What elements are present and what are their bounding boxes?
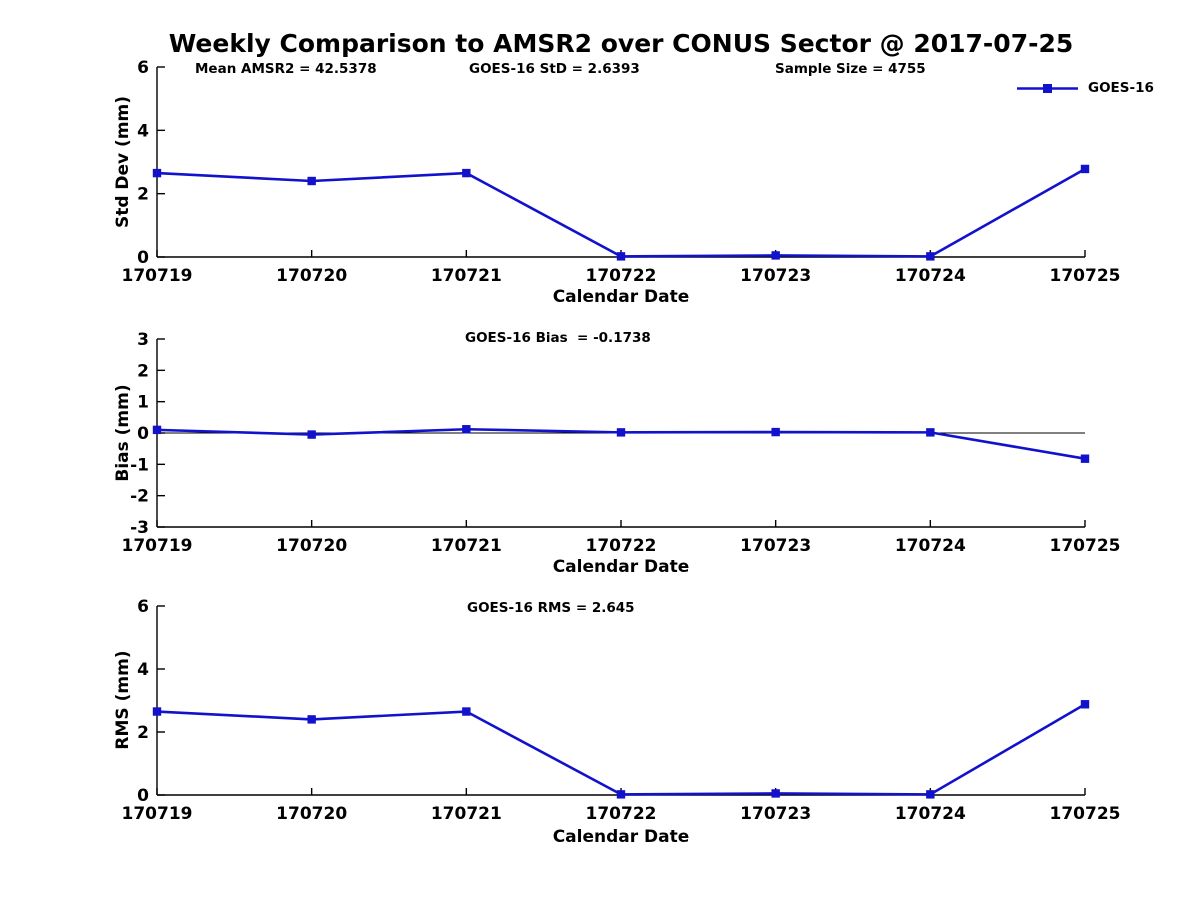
- annotation-goes16-rms: GOES-16 RMS = 2.645: [467, 600, 635, 616]
- x-tick-label: 170719: [122, 266, 193, 286]
- data-point-marker: [462, 707, 471, 716]
- data-point-marker: [1080, 454, 1090, 463]
- y-tick-label: 4: [137, 660, 149, 680]
- y-tick-label: 1: [137, 393, 149, 413]
- y-axis-title-std-dev: Std Dev (mm): [113, 95, 133, 229]
- x-axis-title-1: Calendar Date: [552, 287, 690, 307]
- y-tick-label: 0: [137, 786, 149, 806]
- x-axis-title-3: Calendar Date: [552, 827, 690, 847]
- data-point-marker: [1080, 700, 1090, 709]
- y-axis-title-rms: RMS (mm): [113, 650, 133, 750]
- data-point-marker: [926, 252, 935, 261]
- x-tick-label: 170725: [1050, 804, 1121, 824]
- data-point-marker: [616, 428, 626, 437]
- x-tick-label: 170720: [276, 804, 347, 824]
- data-point-marker: [462, 425, 471, 434]
- x-tick-label: 170724: [895, 536, 966, 556]
- x-tick-label: 170721: [431, 804, 502, 824]
- x-tick-label: 170724: [895, 266, 966, 286]
- annotation-sample-size: Sample Size = 4755: [775, 61, 926, 77]
- data-point-marker: [307, 715, 316, 724]
- legend: GOES-16: [1016, 80, 1154, 96]
- data-point-marker: [771, 251, 780, 260]
- x-tick-label: 170722: [586, 266, 657, 286]
- legend-line-icon: [1017, 84, 1078, 93]
- x-tick-label: 170720: [276, 536, 347, 556]
- y-tick-label: 6: [137, 58, 149, 78]
- y-tick-label: 6: [137, 597, 149, 617]
- y-tick-label: 2: [137, 185, 149, 205]
- data-point-marker: [307, 176, 316, 186]
- series-line-goes16: [156, 167, 1086, 258]
- annotation-goes16-bias: GOES-16 Bias = -0.1738: [465, 330, 651, 346]
- y-tick-label: 2: [137, 723, 149, 743]
- x-tick-label: 170719: [122, 804, 193, 824]
- data-point-marker: [771, 789, 780, 798]
- y-tick-label: 3: [137, 330, 149, 350]
- y-tick-label: 2: [137, 361, 149, 381]
- y-tick-label: 0: [137, 424, 149, 444]
- x-tick-label: 170725: [1050, 266, 1121, 286]
- y-axis-title-bias: Bias (mm): [113, 384, 133, 482]
- x-tick-label: 170723: [740, 266, 811, 286]
- x-tick-label: 170723: [740, 536, 811, 556]
- y-tick-label: 4: [137, 121, 149, 141]
- data-point-marker: [616, 252, 626, 261]
- x-tick-label: 170722: [586, 536, 657, 556]
- data-point-marker: [616, 790, 626, 799]
- data-point-marker: [152, 707, 162, 716]
- data-point-marker: [307, 430, 316, 439]
- data-point-marker: [152, 425, 162, 435]
- x-tick-label: 170720: [276, 266, 347, 286]
- x-tick-label: 170725: [1050, 536, 1121, 556]
- x-axis-title-2: Calendar Date: [552, 557, 690, 577]
- y-tick-label: -2: [130, 487, 149, 507]
- data-point-marker: [152, 168, 162, 178]
- annotation-mean-amsr2: Mean AMSR2 = 42.5378: [195, 61, 377, 77]
- x-tick-label: 170719: [122, 536, 193, 556]
- data-point-marker: [462, 168, 471, 178]
- data-point-marker: [771, 427, 780, 437]
- x-tick-label: 170723: [740, 804, 811, 824]
- y-tick-label: 0: [137, 248, 149, 268]
- legend-label: GOES-16: [1088, 80, 1154, 96]
- x-tick-label: 170722: [586, 804, 657, 824]
- data-point-marker: [926, 790, 935, 799]
- x-tick-label: 170724: [895, 804, 966, 824]
- y-tick-label: -3: [130, 518, 149, 538]
- data-point-marker: [1080, 164, 1090, 174]
- data-point-marker: [926, 428, 935, 437]
- x-tick-label: 170721: [431, 536, 502, 556]
- y-tick-label: -1: [130, 455, 149, 475]
- x-tick-label: 170721: [431, 266, 502, 286]
- figure-title: Weekly Comparison to AMSR2 over CONUS Se…: [168, 29, 1074, 58]
- series-line-goes16: [156, 703, 1086, 796]
- annotation-goes16-std: GOES-16 StD = 2.6393: [469, 61, 640, 77]
